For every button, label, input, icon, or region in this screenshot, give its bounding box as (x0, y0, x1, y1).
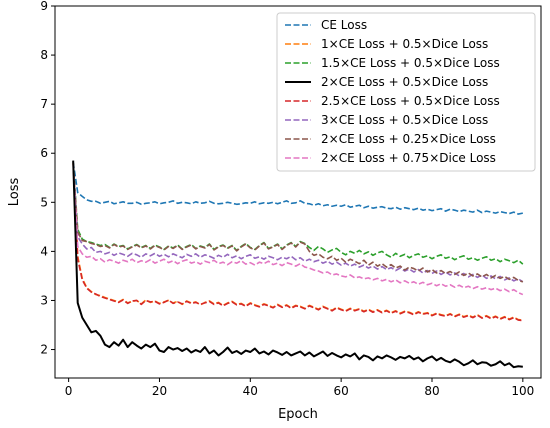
y-tick-label: 4 (40, 244, 48, 258)
legend-entry: 3×CE Loss + 0.5×Dice Loss (321, 113, 488, 127)
series-line-3 (73, 162, 523, 264)
legend-entry: CE Loss (321, 18, 367, 32)
legend-entry: 2.5×CE Loss + 0.5×Dice Loss (321, 94, 500, 108)
x-tick-label: 20 (152, 384, 167, 398)
legend-entry: 2×CE Loss + 0.75×Dice Loss (321, 151, 496, 165)
x-tick-label: 40 (243, 384, 258, 398)
x-tick-label: 60 (334, 384, 349, 398)
legend-entry: 2×CE Loss + 0.25×Dice Loss (321, 132, 496, 146)
y-tick-label: 9 (40, 0, 48, 13)
y-tick-label: 6 (40, 146, 48, 160)
x-tick-label: 0 (65, 384, 73, 398)
series-line-6 (73, 162, 523, 282)
y-tick-label: 7 (40, 97, 48, 111)
legend-entry: 1×CE Loss + 0.5×Dice Loss (321, 37, 488, 51)
series-line-5 (73, 163, 523, 321)
x-axis-label: Epoch (278, 407, 318, 422)
legend-entry: 1.5×CE Loss + 0.5×Dice Loss (321, 56, 500, 70)
series-line-4 (73, 161, 523, 368)
x-axis-ticks: 0 20 40 60 80 100 (65, 378, 534, 398)
y-axis-label: Loss (7, 178, 22, 207)
y-tick-label: 5 (40, 195, 48, 209)
chart-legend: CE Loss 1×CE Loss + 0.5×Dice Loss 1.5×CE L… (277, 13, 535, 171)
y-tick-label: 2 (40, 343, 48, 357)
y-axis-ticks: 2 3 4 5 6 7 8 9 (40, 0, 55, 357)
y-tick-label: 3 (40, 293, 48, 307)
legend-entry: 2×CE Loss + 0.5×Dice Loss (321, 75, 488, 89)
x-tick-label: 100 (511, 384, 534, 398)
series-line-8 (73, 166, 523, 295)
x-tick-label: 80 (424, 384, 439, 398)
series-layer (73, 161, 523, 368)
series-line-2 (73, 163, 523, 320)
y-tick-label: 8 (40, 48, 48, 62)
